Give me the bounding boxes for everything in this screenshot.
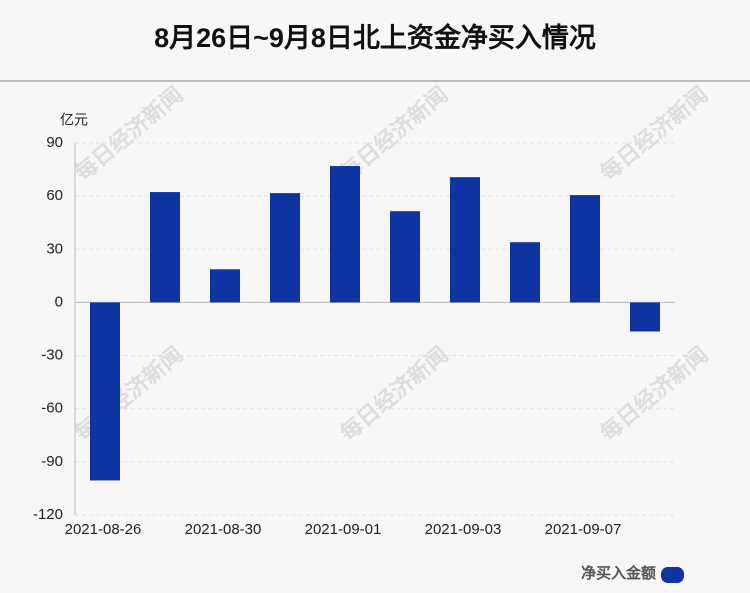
chart-title: 8月26日~9月8日北上资金净买入情况 [154,22,596,53]
bar [330,166,360,303]
x-tick-label: 2021-08-26 [65,521,142,538]
y-tick-label: -60 [41,400,63,417]
bar [570,195,600,303]
y-axis-label: 亿元 [60,112,88,128]
x-tick-label: 2021-09-03 [425,521,502,538]
y-tick-label: 30 [46,240,63,257]
bar [90,302,120,481]
y-tick-label: -90 [41,453,63,470]
x-tick-label: 2021-08-30 [185,521,262,538]
bar [630,302,660,332]
x-tick-label: 2021-09-01 [305,521,382,538]
legend-swatch [661,567,684,583]
y-tick-label: -30 [41,347,63,364]
legend-label: 净买入金额 [581,564,656,582]
y-tick-label: 60 [46,187,63,204]
y-tick-label: 90 [46,134,63,151]
bar [210,269,240,303]
y-tick-label: -120 [33,506,63,523]
bar [150,192,180,303]
y-tick-label: 0 [55,293,63,310]
bar [390,211,420,303]
x-tick-label: 2021-09-07 [545,521,622,538]
bar [510,242,540,303]
bar [270,193,300,303]
bar [450,177,480,303]
